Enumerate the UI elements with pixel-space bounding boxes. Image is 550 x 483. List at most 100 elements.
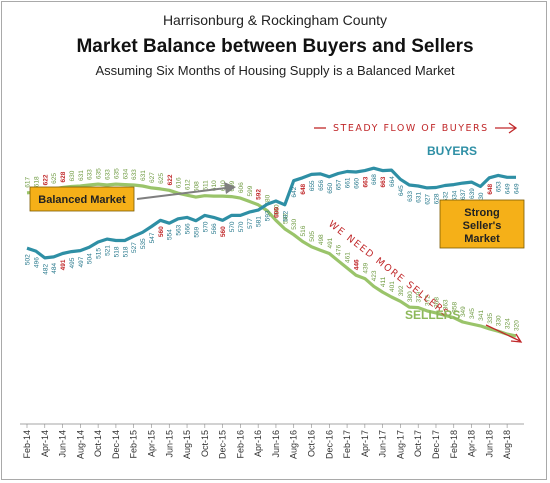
buyers-data-label: 663 (362, 176, 369, 187)
x-tick-label: Dec-17 (431, 430, 441, 459)
buyers-data-label: 653 (496, 181, 503, 192)
buyers-data-label: 650 (327, 182, 334, 193)
sellers-data-label: 612 (185, 179, 192, 190)
sellers-data-label: 491 (327, 237, 334, 248)
buyers-data-label: 502 (25, 254, 32, 265)
sellers-data-label: 599 (247, 185, 254, 196)
sellers-data-label: 542 (282, 213, 289, 224)
sellers-data-label: 320 (514, 320, 521, 331)
sellers-data-label: 631 (78, 170, 85, 181)
sellers-data-label: 530 (291, 218, 298, 229)
buyers-data-label: 656 (318, 180, 325, 191)
buyers-data-label: 633 (407, 191, 414, 202)
buyers-data-label: 527 (131, 242, 138, 253)
sellers-data-label: 498 (318, 234, 325, 245)
buyers-data-label: 637 (460, 189, 467, 200)
sellers-line (26, 182, 517, 338)
x-tick-label: Feb-18 (449, 430, 459, 459)
sellers-data-label: 380 (407, 291, 414, 302)
buyers-data-label: 570 (229, 221, 236, 232)
x-tick-label: Apr-18 (467, 430, 477, 457)
sellers-data-label: 345 (469, 308, 476, 319)
sellers-data-label: 324 (505, 318, 512, 329)
sellers-data-label: 635 (96, 168, 103, 179)
buyers-data-label: 518 (113, 246, 120, 257)
buyers-data-label: 649 (505, 183, 512, 194)
sellers-data-label: 411 (380, 276, 387, 287)
buyers-data-label: 566 (211, 223, 218, 234)
sellers-data-label: 439 (362, 262, 369, 273)
sellers-data-label: 633 (87, 169, 94, 180)
sellers-data-label: 634 (122, 168, 129, 179)
sellers-data-label: 625 (158, 173, 165, 184)
buyers-data-label: 563 (176, 224, 183, 235)
sellers-data-label: 392 (398, 285, 405, 296)
strong-sellers-market-box (439, 199, 525, 249)
x-tick-label: Dec-15 (218, 430, 228, 459)
buyers-data-label: 554 (167, 229, 174, 240)
buyers-data-label: 661 (345, 177, 352, 188)
sellers-data-label: 610 (220, 180, 227, 191)
sellers-data-label: 627 (149, 172, 156, 183)
buyers-data-label: 649 (514, 183, 521, 194)
sellers-data-label: 625 (51, 173, 58, 184)
x-tick-label: Aug-15 (182, 430, 192, 459)
buyers-data-label: 592 (282, 210, 289, 221)
strong-label-3: Market (464, 233, 500, 245)
chart-caption: Assuming Six Months of Housing Supply is… (95, 63, 455, 78)
sellers-data-label: 368 (433, 297, 440, 308)
sellers-data-label: 358 (451, 301, 458, 312)
sellers-data-label: 606 (238, 182, 245, 193)
buyers-data-label: 634 (451, 190, 458, 201)
x-tick-label: Jun-15 (164, 430, 174, 458)
balanced-market-box (29, 186, 135, 212)
sellers-data-label: 630 (69, 170, 76, 181)
x-tick-label: Feb-17 (342, 430, 352, 459)
x-tick-label: Aug-18 (502, 430, 512, 459)
steady-flow-label: STEADY FLOW OF BUYERS (333, 123, 489, 134)
buyers-data-label: 648 (300, 183, 307, 194)
strong-label-1: Strong (464, 207, 499, 219)
sellers-data-label: 330 (496, 315, 503, 326)
chart-title: Harrisonburg & Rockingham County (163, 12, 387, 28)
x-tick-label: Apr-14 (40, 430, 50, 457)
buyers-data-label: 521 (105, 245, 112, 256)
need-arrow-head (510, 333, 523, 343)
sellers-data-label: 476 (336, 245, 343, 256)
sellers-data-label: 446 (353, 259, 360, 270)
need-sellers-label: WE NEED MORE SELLERS (326, 219, 451, 320)
sellers-data-label: 633 (131, 169, 138, 180)
sellers-data-label: 580 (265, 194, 272, 205)
sellers-data-label: 461 (345, 252, 352, 263)
need-arrow-line (485, 324, 521, 342)
sellers-data-label: 560 (273, 204, 280, 215)
buyers-data-label: 495 (69, 257, 76, 268)
x-tick-label: Aug-16 (289, 430, 299, 459)
x-tick-label: Apr-16 (253, 430, 263, 457)
balanced-market-arrow (136, 187, 227, 200)
x-tick-label: Oct-17 (413, 430, 423, 457)
sellers-data-label: 423 (371, 270, 378, 281)
buyers-data-label: 655 (309, 180, 316, 191)
steady-arrow-head (508, 122, 518, 134)
buyers-data-label: 515 (96, 248, 103, 259)
buyers-data-label: 668 (371, 174, 378, 185)
sellers-data-label: 401 (389, 281, 396, 292)
buyers-data-label: 504 (87, 253, 94, 264)
sellers-series: 617 618 622 625 628 630 631 633 635 633 635 634 633 6… (25, 168, 521, 338)
buyers-data-label: 570 (202, 221, 209, 232)
buyers-data-label: 660 (353, 178, 360, 189)
buyers-data-label: 663 (380, 176, 387, 187)
sellers-data-label: 516 (300, 225, 307, 236)
sellers-data-label: 349 (460, 306, 467, 317)
sellers-data-label: 617 (25, 177, 32, 188)
x-tick-label: Feb-15 (129, 430, 139, 459)
sellers-data-label: 592 (256, 189, 263, 200)
buyers-data-label: 657 (336, 179, 343, 190)
buyers-data-label: 664 (389, 176, 396, 187)
x-tick-label: Oct-14 (93, 430, 103, 457)
buyers-data-label: 518 (122, 246, 129, 257)
buyers-data-label: 593 (265, 210, 272, 221)
buyers-data-label: 547 (149, 232, 156, 243)
buyers-data-label: 632 (442, 191, 449, 202)
